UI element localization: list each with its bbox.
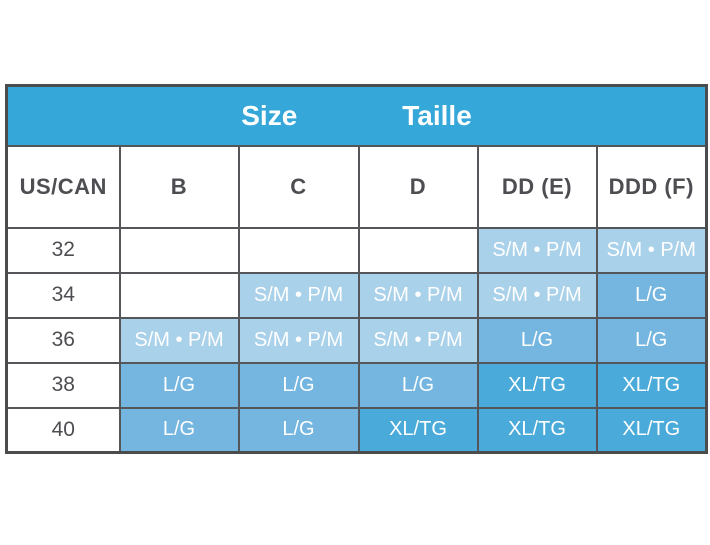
- empty-cell: [237, 226, 360, 274]
- size-cell: S/M • P/M: [476, 226, 598, 274]
- size-cell: L/G: [118, 406, 240, 454]
- size-cell: L/G: [595, 316, 708, 364]
- chart-title: Size Taille: [9, 99, 705, 132]
- chart-title-cell: Size Taille: [5, 84, 708, 147]
- size-cell: XL/TG: [595, 361, 708, 409]
- chart-title-taille: Taille: [402, 99, 472, 131]
- size-cell: S/M • P/M: [357, 271, 479, 319]
- size-cell: S/M • P/M: [476, 271, 598, 319]
- size-chart-table: Size Taille US/CAN B C D DD (E) DDD (F) …: [5, 84, 709, 454]
- size-cell: S/M • P/M: [237, 316, 360, 364]
- column-header-ddd-f: DDD (F): [595, 144, 708, 229]
- chart-title-size: Size: [241, 99, 298, 131]
- size-cell: L/G: [237, 406, 360, 454]
- size-cell: L/G: [357, 361, 479, 409]
- size-cell: XL/TG: [357, 406, 479, 454]
- size-cell: S/M • P/M: [357, 316, 479, 364]
- column-header-d: D: [357, 144, 479, 229]
- empty-cell: [357, 226, 479, 274]
- column-header-row: US/CAN B C D DD (E) DDD (F): [5, 144, 708, 229]
- size-cell: L/G: [237, 361, 360, 409]
- size-cell: L/G: [476, 316, 598, 364]
- empty-cell: [118, 226, 240, 274]
- table-row: 32 S/M • P/M S/M • P/M: [5, 226, 708, 274]
- chart-title-row: Size Taille: [5, 84, 708, 147]
- band-size-label: 34: [5, 271, 121, 319]
- column-header-us-can: US/CAN: [5, 144, 121, 229]
- band-size-label: 36: [5, 316, 121, 364]
- size-cell: L/G: [118, 361, 240, 409]
- column-header-c: C: [237, 144, 360, 229]
- size-cell: XL/TG: [595, 406, 708, 454]
- table-row: 34 S/M • P/M S/M • P/M S/M • P/M L/G: [5, 271, 708, 319]
- column-header-dd-e: DD (E): [476, 144, 598, 229]
- size-cell: S/M • P/M: [595, 226, 708, 274]
- size-cell: XL/TG: [476, 361, 598, 409]
- size-cell: XL/TG: [476, 406, 598, 454]
- table-row: 36 S/M • P/M S/M • P/M S/M • P/M L/G L/G: [5, 316, 708, 364]
- table-row: 38 L/G L/G L/G XL/TG XL/TG: [5, 361, 708, 409]
- size-cell: S/M • P/M: [118, 316, 240, 364]
- band-size-label: 38: [5, 361, 121, 409]
- size-cell: S/M • P/M: [237, 271, 360, 319]
- band-size-label: 32: [5, 226, 121, 274]
- empty-cell: [118, 271, 240, 319]
- table-row: 40 L/G L/G XL/TG XL/TG XL/TG: [5, 406, 708, 454]
- column-header-b: B: [118, 144, 240, 229]
- size-chart-body: 32 S/M • P/M S/M • P/M 34 S/M • P/M S/M • P/M…: [5, 226, 708, 454]
- band-size-label: 40: [5, 406, 121, 454]
- size-cell: L/G: [595, 271, 708, 319]
